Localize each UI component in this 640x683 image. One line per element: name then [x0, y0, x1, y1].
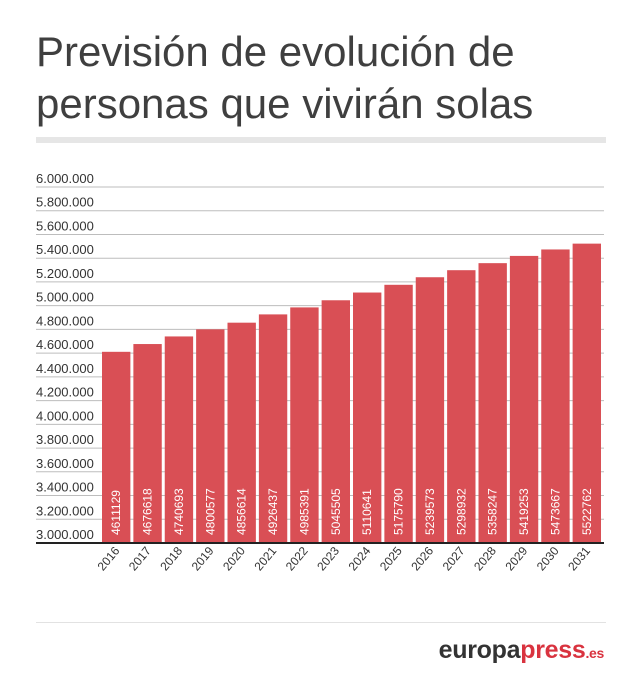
x-tick-label: 2021 [251, 544, 279, 574]
bar-value-label: 5110641 [360, 489, 374, 535]
y-tick-label: 3.800.000 [36, 432, 94, 447]
bar-value-label: 5298932 [454, 488, 468, 535]
x-tick-label: 2017 [126, 544, 154, 574]
chart-title: Previsión de evolución de personas que v… [36, 28, 534, 127]
y-tick-label: 4.600.000 [36, 337, 94, 352]
bar [509, 255, 539, 543]
y-tick-label: 5.600.000 [36, 218, 94, 233]
bar [102, 351, 131, 543]
x-tick-label: 2024 [346, 544, 374, 574]
x-tick-label: 2028 [471, 544, 499, 574]
x-tick-label: 2018 [157, 544, 185, 574]
x-tick-label: 2031 [565, 544, 593, 574]
y-tick-label: 5.200.000 [36, 266, 94, 281]
bar-value-label: 4611129 [109, 490, 123, 535]
bar-value-label: 4856614 [235, 488, 249, 535]
x-tick-label: 2023 [314, 544, 342, 574]
bar-chart: 3.000.000 3.200.000 3.400.000 3.600.000 3.80… [36, 171, 604, 574]
x-tick-label: 2016 [95, 544, 123, 574]
bar [572, 243, 601, 543]
x-tick-label: 2025 [377, 544, 405, 574]
bar [290, 307, 319, 543]
bar [415, 277, 445, 543]
europapress-logo: europapress.es [438, 636, 605, 664]
bar-value-label: 4800577 [203, 488, 217, 535]
y-tick-label: 4.400.000 [36, 361, 94, 376]
y-tick-label: 6.000.000 [36, 171, 94, 186]
y-tick-label: 5.800.000 [36, 195, 94, 210]
x-tick-label: 2022 [283, 544, 311, 574]
bar-value-label: 5473667 [548, 488, 562, 535]
bar-value-label: 4676618 [141, 488, 155, 535]
title-divider [36, 137, 606, 143]
footer-divider [36, 622, 606, 623]
y-tick-label: 5.000.000 [36, 290, 94, 305]
bar-value-label: 4926437 [266, 488, 280, 535]
y-tick-label: 3.400.000 [36, 480, 94, 495]
bar-value-label: 5175790 [392, 488, 406, 535]
bar [353, 292, 382, 543]
bar [196, 329, 225, 543]
bar-value-label: 5239573 [423, 488, 437, 535]
y-tick-label: 3.000.000 [36, 527, 94, 542]
bar-value-label: 5419253 [517, 488, 531, 535]
bar-value-label: 5358247 [486, 488, 500, 535]
bar [227, 322, 256, 543]
bar-value-label: 4740693 [172, 488, 186, 535]
x-tick-label: 2020 [220, 544, 248, 574]
bar [384, 284, 413, 543]
bar [321, 300, 350, 543]
x-tick-label: 2030 [534, 544, 562, 574]
x-tick-label: 2019 [189, 544, 217, 574]
bar [447, 270, 476, 543]
bar [478, 263, 507, 543]
bar [258, 314, 288, 543]
bar [133, 344, 162, 543]
bar [164, 336, 194, 543]
y-tick-label: 3.600.000 [36, 456, 94, 471]
bar [541, 249, 570, 543]
x-tick-label: 2029 [502, 544, 530, 574]
x-tick-label: 2027 [440, 544, 468, 574]
bar-value-label: 5045505 [329, 488, 343, 535]
x-tick-label: 2026 [408, 544, 436, 574]
bar-value-label: 5522762 [580, 488, 594, 535]
y-tick-label: 4.800.000 [36, 313, 94, 328]
y-tick-label: 4.000.000 [36, 408, 94, 423]
y-tick-label: 5.400.000 [36, 242, 94, 257]
y-tick-label: 4.200.000 [36, 385, 94, 400]
bar-value-label: 4985391 [297, 488, 311, 535]
y-tick-label: 3.200.000 [36, 503, 94, 518]
